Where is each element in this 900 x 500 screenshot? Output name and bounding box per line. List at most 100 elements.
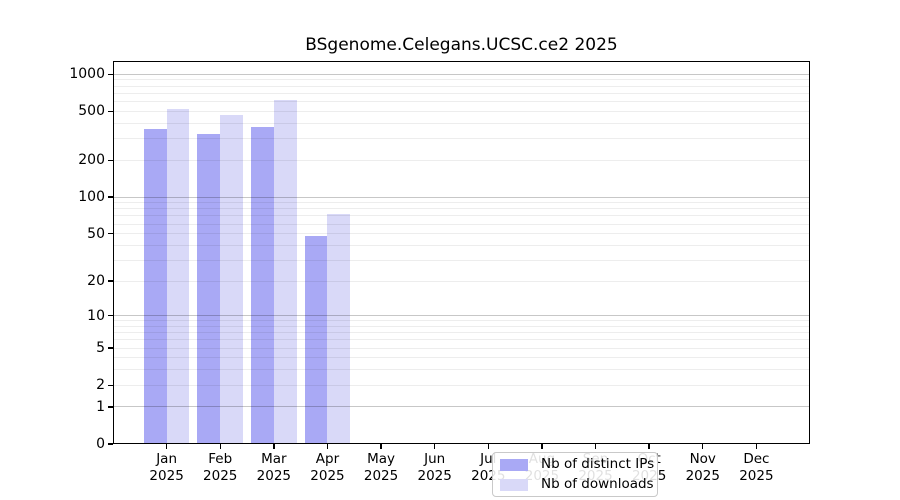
x-tick-mark-may [380,444,382,449]
gridline-minor-8 [113,325,810,327]
gridline-minor-9 [113,320,810,322]
x-tick-label-apr: Apr 2025 [295,451,359,485]
x-tick-mark-sep [594,444,597,449]
x-tick-mark-feb [219,444,221,449]
x-tick-label-mar: Mar 2025 [242,451,306,485]
x-tick-mark-oct [648,444,650,449]
gridline-minor-600 [113,101,810,103]
x-tick-mark-jul [487,444,489,449]
gridline-minor-70 [113,215,810,217]
x-tick-month: Jan [156,451,178,467]
x-tick-label-feb: Feb 2025 [188,451,252,485]
x-tick-label-jun: Jun 2025 [403,451,467,485]
y-tick-mark-20 [108,280,113,282]
gridline-minor-40 [113,244,810,246]
x-tick-mark-jan [165,444,168,449]
gridline-minor-7 [113,332,810,334]
y-tick-mark-10 [108,315,113,317]
legend-item-downloads: Nb of downloads [500,476,654,493]
gridline-minor-3 [113,369,810,371]
chart-title: BSgenome.Celegans.UCSC.ce2 2025 [305,35,618,55]
y-tick-label-2: 2 [96,377,105,394]
gridline-minor-300 [113,138,810,140]
gridline-major-1000 [113,73,810,75]
gridline-minor-400 [113,122,810,124]
y-tick-mark-100 [108,196,113,198]
y-tick-label-500: 500 [78,103,105,120]
legend-swatch-distinct-ips [500,458,528,471]
bar-nb-of-downloads-jan [166,108,190,444]
x-tick-mark-apr [326,444,329,449]
x-tick-mark-jun [433,444,436,449]
x-tick-year: 2025 [149,468,184,484]
y-tick-mark-1000 [108,73,113,76]
y-tick-label-0: 0 [96,436,105,452]
bar-nb-of-distinct-ips-jan [143,128,167,444]
x-tick-label-may: May 2025 [349,451,413,485]
bar-nb-of-downloads-feb [220,114,243,444]
y-tick-mark-0 [108,443,113,445]
plot-area: Nb of distinct IPs Nb of downloads [113,61,810,497]
y-tick-mark-2 [108,384,113,386]
bar-nb-of-downloads-mar [273,99,297,444]
legend-swatch-downloads [500,478,528,491]
y-tick-label-1000: 1000 [69,66,105,83]
x-tick-year: 2025 [739,468,774,484]
x-tick-year: 2025 [310,468,345,484]
gridline-minor-2 [113,384,810,386]
x-tick-label-dec: Dec 2025 [724,451,788,485]
legend-label-downloads: Nb of downloads [541,476,654,492]
gridline-minor-500 [113,110,810,112]
y-tick-label-50: 50 [87,225,105,242]
x-tick-year: 2025 [203,468,238,484]
gridline-minor-20 [113,280,810,282]
y-tick-label-200: 200 [78,152,105,169]
gridline-minor-5 [113,347,810,349]
legend-label-distinct-ips: Nb of distinct IPs [541,456,655,472]
x-tick-year: 2025 [685,468,720,484]
x-tick-mark-mar [273,444,275,449]
gridline-minor-90 [113,202,810,204]
gridline-major-1 [113,406,810,408]
x-tick-month: Feb [208,451,233,467]
gridline-minor-6 [113,339,810,341]
gridline-major-10 [113,315,810,317]
y-tick-mark-200 [108,159,113,161]
x-tick-mark-dec [755,444,758,449]
x-tick-month: Nov [689,451,716,467]
x-tick-label-jan: Jan 2025 [135,451,199,485]
x-tick-label-nov: Nov 2025 [671,451,735,485]
y-tick-label-5: 5 [96,340,105,357]
y-tick-mark-1 [108,406,113,408]
gridline-major-100 [113,196,810,198]
gridline-minor-60 [113,223,810,225]
y-tick-label-10: 10 [87,307,105,324]
y-tick-mark-500 [108,110,113,113]
y-tick-label-20: 20 [87,273,105,290]
gridline-minor-30 [113,259,810,261]
x-tick-mark-aug [541,444,543,449]
x-tick-month: Dec [743,451,770,467]
y-tick-label-100: 100 [78,189,105,206]
y-tick-mark-5 [108,347,113,349]
y-tick-mark-50 [108,232,113,235]
gridline-minor-900 [113,79,810,81]
bar-nb-of-distinct-ips-mar [251,127,274,444]
gridline-minor-200 [113,159,810,161]
gridline-minor-50 [113,233,810,235]
gridline-minor-700 [113,92,810,94]
x-tick-year: 2025 [256,468,292,484]
x-tick-month: Jun [424,451,446,467]
x-tick-month: Apr [315,451,340,467]
legend-item-distinct-ips: Nb of distinct IPs [500,456,654,473]
gridline-minor-80 [113,208,810,210]
bar-nb-of-downloads-apr [327,213,351,444]
x-tick-mark-nov [702,444,704,449]
gridline-minor-800 [113,85,810,87]
bar-nb-of-distinct-ips-apr [304,235,328,444]
x-tick-month: May [367,451,396,467]
y-tick-label-1: 1 [96,398,105,415]
legend: Nb of distinct IPs Nb of downloads [492,452,658,497]
gridline-minor-4 [113,357,810,359]
